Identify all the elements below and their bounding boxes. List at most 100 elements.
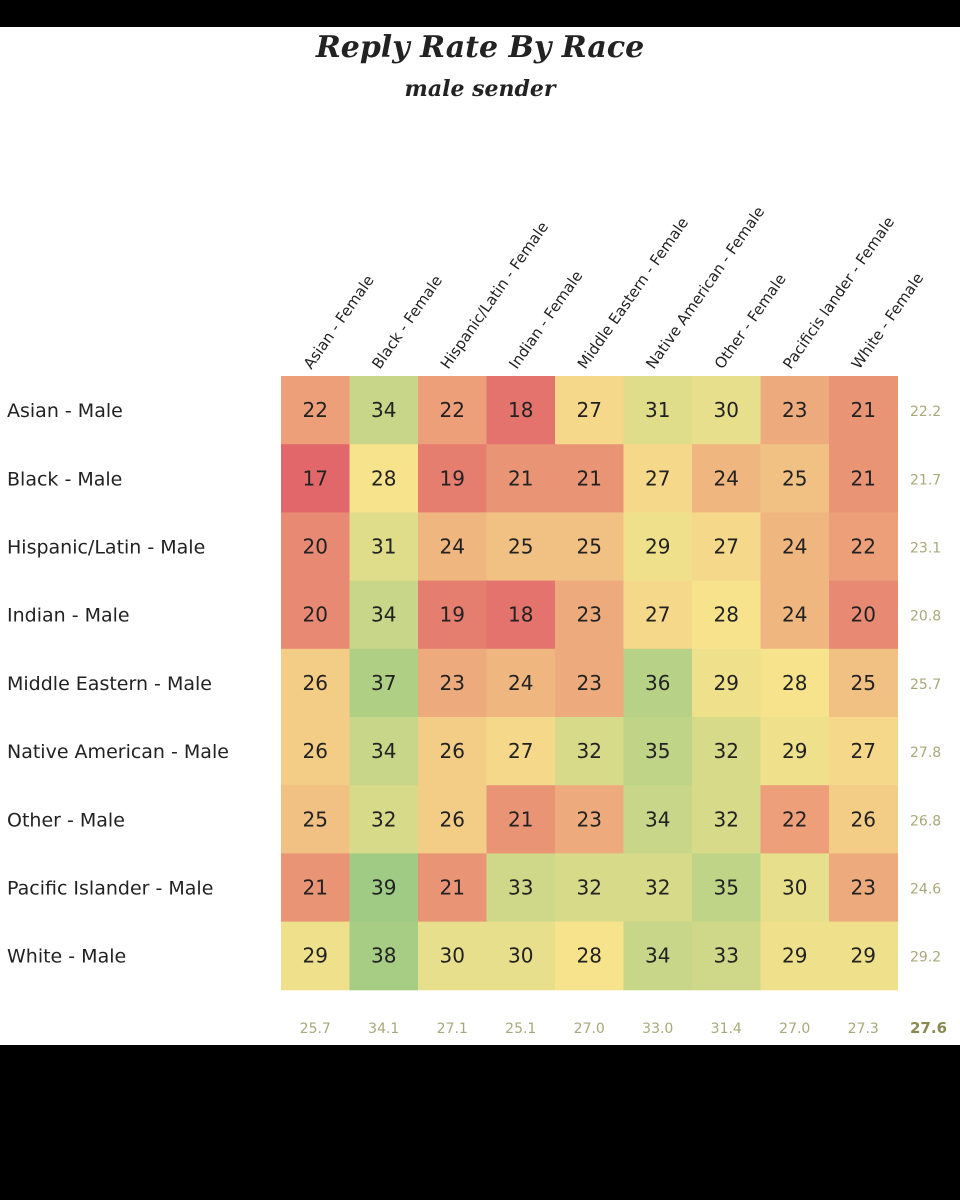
heatmap-cell [760,580,830,650]
cell-value-label: 31 [645,398,670,422]
cell-value-label: 26 [851,807,876,831]
heatmap-cell [623,580,693,650]
cell-value-label: 25 [508,535,533,559]
cell-value-label: 27 [577,398,602,422]
heatmap-cell [760,921,830,991]
cell-value-label: 25 [577,535,602,559]
column-average-label: 25.7 [300,1021,331,1037]
heatmap-cell [623,376,693,445]
heatmap-cell [555,921,624,991]
column-label: Black - Female [368,272,446,372]
heatmap-cell [486,921,556,991]
heatmap-cell [281,717,350,786]
cell-value-label: 21 [303,876,328,900]
cell-value-label: 27 [508,739,533,763]
heatmap-cell [623,853,693,923]
heatmap-cell [418,921,487,991]
heatmap-cell [829,444,898,513]
row-average-label: 21.7 [910,472,941,488]
heatmap-cell [418,580,487,650]
cell-value-label: 28 [577,944,602,968]
heatmap-cell [281,785,350,854]
cell-value-label: 33 [714,944,739,968]
cell-value-label: 22 [303,398,328,422]
heatmap-cell [349,853,419,923]
heatmap-cell [623,648,693,718]
heatmap-cell [555,376,624,445]
column-label: Middle Eastern - Female [574,214,692,372]
heatmap-cell [829,580,898,650]
cell-value-label: 19 [440,603,465,627]
cell-value-label: 19 [440,466,465,490]
cell-value-label: 27 [645,466,670,490]
cell-value-label: 23 [577,807,602,831]
cell-value-label: 26 [440,739,465,763]
heatmap-cell [418,853,487,923]
heatmap-cell [623,785,693,854]
row-average-label: 23.1 [910,541,941,557]
cell-value-label: 31 [371,535,396,559]
heatmap-cell [418,648,487,718]
heatmap-cell [760,444,830,513]
heatmap-cell [692,580,761,650]
heatmap-cell [349,921,419,991]
cell-value-label: 29 [645,535,670,559]
heatmap-cell [829,853,898,923]
cell-value-label: 27 [645,603,670,627]
column-average-label: 27.0 [779,1021,810,1037]
cell-value-label: 34 [371,603,396,627]
heatmap-cell [829,376,898,445]
heatmap-cell [692,853,761,923]
cell-value-label: 38 [371,944,396,968]
heatmap-cell [349,648,419,718]
column-average-label: 34.1 [368,1021,399,1037]
heatmap-cell [829,717,898,786]
cell-value-label: 30 [714,398,739,422]
column-label: Indian - Female [505,267,586,372]
heatmap-cell [486,648,556,718]
cell-value-label: 21 [440,876,465,900]
column-label: Asian - Female [300,272,378,373]
heatmap-cell [486,444,556,513]
cell-value-label: 24 [714,466,739,490]
row-average-label: 24.6 [910,882,941,898]
heatmap-cell [281,580,350,650]
heatmap-cell [281,921,350,991]
heatmap-cell [555,580,624,650]
cell-value-label: 34 [371,398,396,422]
column-label: Other - Female [711,270,790,372]
heatmap-cell [555,648,624,718]
cell-value-label: 24 [440,535,465,559]
cell-value-label: 21 [508,466,533,490]
column-average-label: 33.0 [642,1021,673,1037]
cell-value-label: 18 [508,398,533,422]
cell-value-label: 29 [782,944,807,968]
heatmap-cell [486,853,556,923]
row-average-label: 27.8 [910,745,941,761]
cell-value-label: 23 [440,671,465,695]
heatmap-cell [281,512,350,582]
column-average-label: 27.0 [574,1021,605,1037]
cell-value-label: 30 [440,944,465,968]
column-average-label: 27.1 [437,1021,468,1037]
heatmap-cell [760,376,830,445]
heatmap-cell [692,376,761,445]
overall-average-label: 27.6 [910,1019,947,1037]
cell-value-label: 26 [303,671,328,695]
heatmap-cell [281,376,350,445]
cell-value-label: 24 [782,535,807,559]
cell-value-label: 25 [303,807,328,831]
cell-value-label: 21 [508,807,533,831]
column-average-label: 27.3 [848,1021,879,1037]
cell-value-label: 32 [577,739,602,763]
heatmap-cell [760,512,830,582]
row-label: Hispanic/Latin - Male [7,537,205,559]
cell-value-label: 22 [851,535,876,559]
row-label: Native American - Male [7,741,229,763]
cell-value-label: 33 [508,876,533,900]
cell-value-label: 29 [303,944,328,968]
row-label: Middle Eastern - Male [7,673,212,695]
heatmap-cell [692,921,761,991]
cell-value-label: 20 [851,603,876,627]
